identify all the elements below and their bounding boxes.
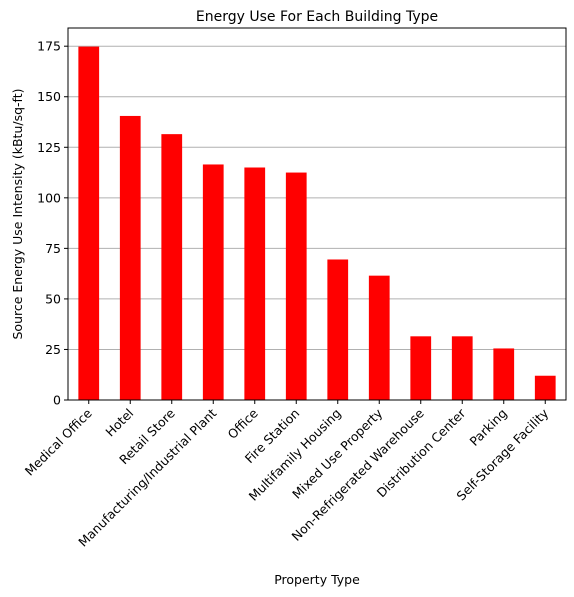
x-tick-label: Hotel: [102, 406, 136, 440]
bar: [493, 348, 515, 400]
bar: [244, 167, 266, 400]
y-tick-label: 100: [37, 190, 61, 205]
y-tick-label: 125: [37, 140, 61, 155]
y-tick-label: 75: [45, 241, 61, 256]
y-tick-label: 175: [37, 39, 61, 54]
bar: [327, 259, 349, 400]
bar: [78, 46, 100, 400]
y-axis-label: Source Energy Use Intensity (kBtu/sq-ft): [10, 89, 25, 340]
bars: [78, 46, 556, 401]
x-axis-label: Property Type: [274, 572, 360, 587]
x-tick-label: Office: [224, 405, 261, 442]
x-tick-label: Medical Office: [22, 405, 95, 478]
y-tick-label: 150: [37, 89, 61, 104]
y-tick-label: 50: [45, 291, 61, 306]
bar: [161, 134, 183, 401]
bar: [410, 336, 432, 400]
bar: [534, 375, 556, 400]
plot-frame: [67, 27, 567, 401]
bar: [451, 336, 473, 400]
chart-title: Energy Use For Each Building Type: [196, 9, 438, 25]
bar: [285, 172, 307, 400]
y-axis-ticks: 0 25 50 75 100 125 150 175: [37, 39, 68, 408]
y-tick-label: 0: [53, 393, 61, 408]
bar: [119, 115, 141, 401]
bar: [368, 275, 390, 400]
gridlines: [68, 45, 566, 401]
y-tick-label: 25: [45, 342, 61, 357]
bar: [202, 164, 224, 400]
